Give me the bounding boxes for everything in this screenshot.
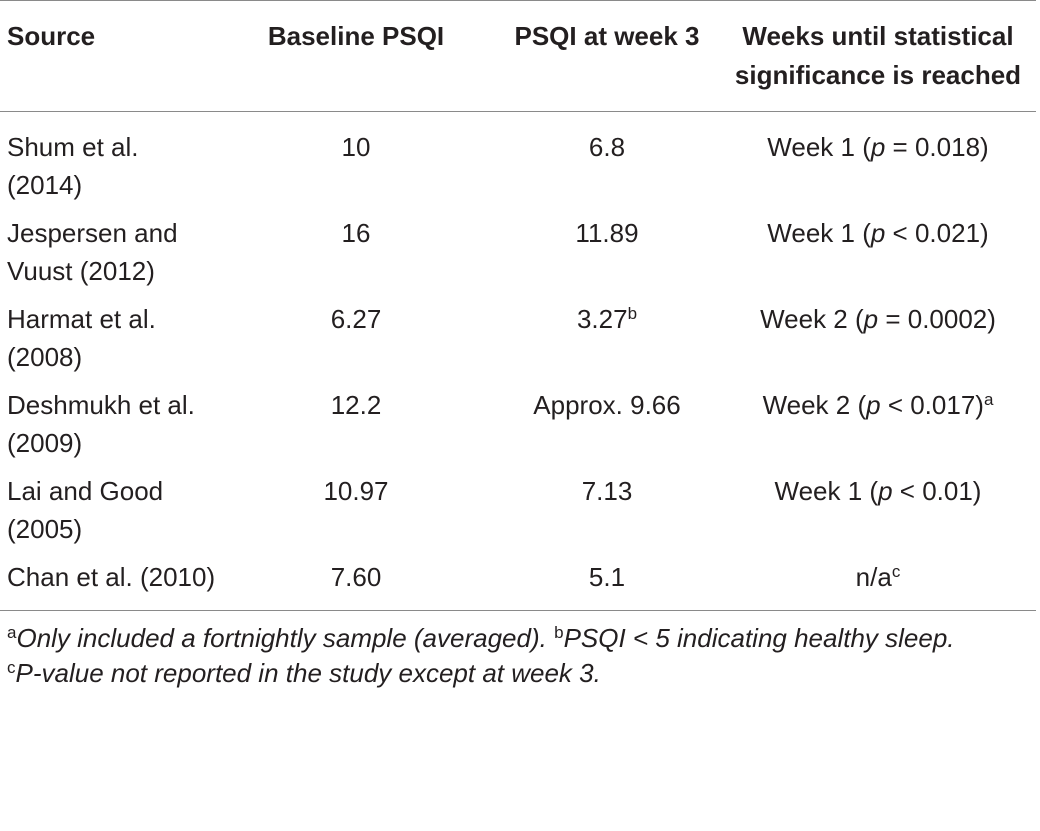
table-row: Shum et al. (2014) 10 6.8 Week 1 (p = 0.… [0,112,1036,215]
cell-source: Harmat et al. (2008) [7,304,156,372]
header-psqi-week3: PSQI at week 3 [514,21,700,51]
cell-baseline: 6.27 [330,304,382,334]
sig-p: p [878,476,893,506]
cell-week3: 3.27b [494,300,720,386]
table-row: Jespersen and Vuust (2012) 16 11.89 Week… [0,214,1036,300]
cell-significance: n/ac [720,558,1036,610]
sig-rest: = 0.018) [885,132,989,162]
cell-baseline: 16 [341,218,371,248]
table-footnotes: aOnly included a fortnightly sample (ave… [0,611,1040,691]
cell-baseline: 7.60 [330,562,382,592]
sig-p: p [870,218,886,248]
cell-significance: Week 1 (p < 0.01) [720,472,1036,558]
footnote-a-mark: a [7,623,17,642]
cell-source: Chan et al. (2010) [7,562,216,592]
header-source: Source [7,21,96,51]
sig-footnote-mark: a [983,390,994,409]
cell-source: Deshmukh et al. (2009) [7,390,195,458]
header-baseline-psqi: Baseline PSQI [267,21,445,51]
cell-week3: 5.1 [494,558,720,610]
table-header-row: Source Baseline PSQI PSQI at week 3 Week… [0,0,1036,112]
cell-significance: Week 2 (p < 0.017)a [720,386,1036,472]
week3-value: Approx. 9.66 [533,390,681,420]
sig-rest: = 0.0002) [878,304,996,334]
sig-week: Week 1 ( [767,218,871,248]
cell-week3: 7.13 [494,472,720,558]
cell-source: Shum et al. (2014) [7,132,139,200]
cell-baseline: 12.2 [330,390,382,420]
cell-week3: Approx. 9.66 [494,386,720,472]
footnote-divider [0,610,1036,611]
cell-week3: 11.89 [494,214,720,300]
sig-p: p [863,304,879,334]
footnote-b-text: PSQI < 5 indicating healthy sleep. [563,623,955,653]
cell-significance: Week 1 (p < 0.021) [720,214,1036,300]
sig-week: Week 1 ( [767,132,871,162]
cell-significance: Week 1 (p = 0.018) [720,112,1036,215]
week3-value: 7.13 [581,476,633,506]
sig-week: Week 2 ( [760,304,864,334]
sig-rest: < 0.021) [885,218,989,248]
data-table-container: Source Baseline PSQI PSQI at week 3 Week… [0,0,1040,691]
sig-footnote-mark: c [891,562,901,581]
footnote-line-1: aOnly included a fortnightly sample (ave… [7,621,1040,656]
footnote-b-mark: b [554,623,564,642]
sig-week: n/a [855,562,892,592]
table-row: Harmat et al. (2008) 6.27 3.27b Week 2 (… [0,300,1036,386]
table-row: Chan et al. (2010) 7.60 5.1 n/ac [0,558,1036,610]
cell-significance: Week 2 (p = 0.0002) [720,300,1036,386]
psqi-table: Source Baseline PSQI PSQI at week 3 Week… [0,0,1036,610]
footnote-line-2: cP-value not reported in the study excep… [7,656,1040,691]
cell-week3: 6.8 [494,112,720,215]
cell-source: Lai and Good (2005) [7,476,164,544]
sig-week: Week 1 ( [774,476,879,506]
sig-p: p [866,390,881,420]
week3-value: 3.27 [576,304,628,334]
table-row: Lai and Good (2005) 10.97 7.13 Week 1 (p… [0,472,1036,558]
footnote-c-text: P-value not reported in the study except… [15,658,601,688]
table-row: Deshmukh et al. (2009) 12.2 Approx. 9.66… [0,386,1036,472]
sig-p: p [870,132,886,162]
header-weeks-until-significance: Weeks until statistical significance is … [734,21,1022,90]
sig-rest: < 0.01) [892,476,982,506]
cell-baseline: 10 [341,132,371,162]
footnote-c-mark: c [7,658,16,677]
sig-rest: < 0.017) [880,390,984,420]
week3-value: 6.8 [588,132,626,162]
week3-value: 5.1 [588,562,626,592]
week3-footnote-mark: b [627,304,638,323]
cell-source: Jespersen and Vuust (2012) [7,218,178,286]
footnote-a-text: Only included a fortnightly sample (aver… [16,623,547,653]
sig-week: Week 2 ( [762,390,867,420]
cell-baseline: 10.97 [323,476,389,506]
week3-value: 11.89 [575,218,639,248]
